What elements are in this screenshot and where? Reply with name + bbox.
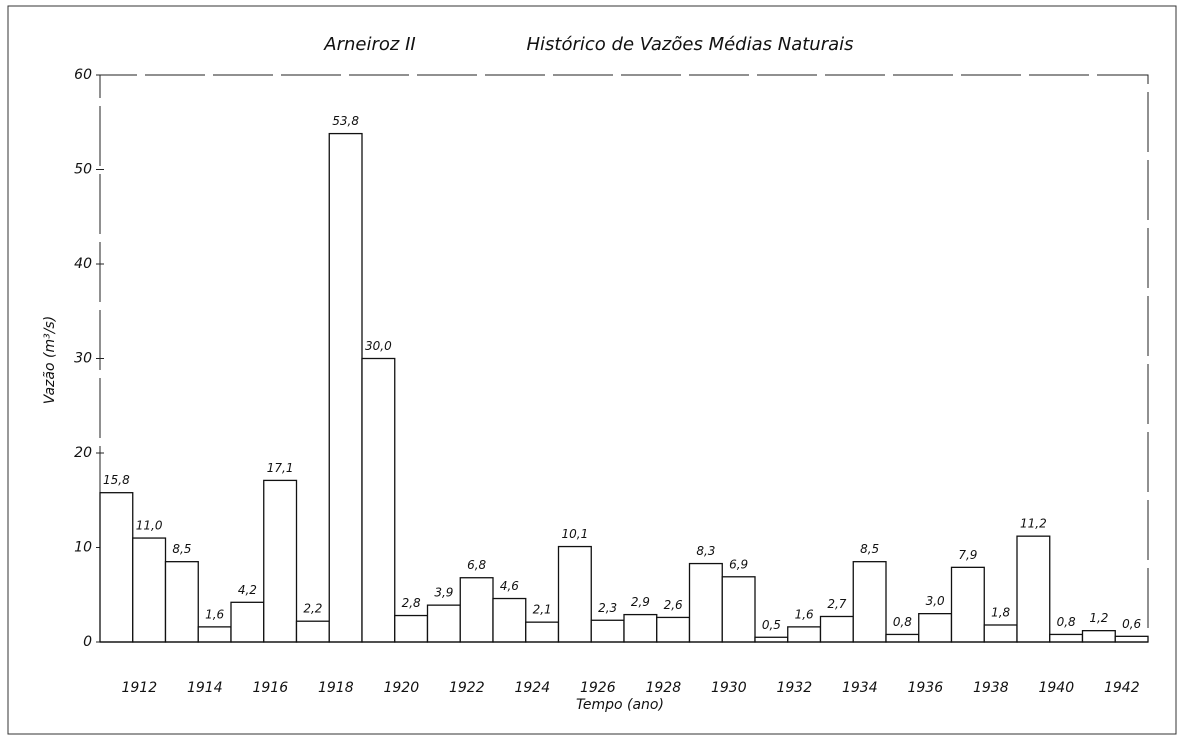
y-axis-label: Vazão (m³/s): [42, 316, 58, 404]
bar: [164, 561, 199, 643]
value-label: 4,2: [238, 583, 257, 597]
bar: [99, 492, 134, 643]
value-label: 0,8: [1057, 615, 1076, 629]
value-label: 11,0: [136, 519, 163, 533]
bar: [1081, 630, 1116, 643]
bar: [1049, 633, 1084, 643]
value-label: 2,3: [598, 601, 617, 615]
bar: [852, 561, 887, 643]
value-label: 3,0: [926, 594, 945, 608]
chart-title: Arneiroz II: [323, 34, 415, 55]
y-tick-label: 10: [74, 540, 92, 556]
bar: [721, 576, 756, 643]
value-label: 8,3: [696, 544, 715, 558]
x-tick-label: 1920: [383, 680, 419, 696]
value-label: 2,2: [303, 602, 322, 616]
y-tick-label: 40: [74, 256, 92, 272]
value-label: 8,5: [860, 542, 879, 556]
x-tick-label: 1936: [907, 680, 943, 696]
x-tick-label: 1918: [318, 680, 354, 696]
bar: [950, 566, 985, 643]
bar: [1114, 635, 1149, 643]
value-label: 17,1: [267, 461, 294, 475]
bar: [328, 132, 363, 643]
value-label: 2,7: [827, 597, 846, 611]
value-label: 0,5: [762, 618, 781, 632]
value-label: 2,6: [664, 598, 683, 612]
x-tick-label: 1932: [776, 680, 812, 696]
bar: [132, 537, 167, 643]
bar: [885, 633, 920, 643]
y-tick-label: 60: [74, 67, 92, 83]
bar: [983, 624, 1018, 643]
bar: [263, 479, 298, 643]
x-tick-label: 1940: [1038, 680, 1074, 696]
y-tick-label: 20: [74, 445, 92, 461]
value-label: 1,6: [795, 607, 814, 621]
bar: [361, 357, 396, 643]
chart-subtitle: Histórico de Vazões Médias Naturais: [527, 34, 854, 55]
x-tick-label: 1928: [645, 680, 681, 696]
bar: [459, 577, 494, 643]
x-tick-label: 1924: [514, 680, 550, 696]
bar: [295, 620, 330, 643]
value-label: 8,5: [172, 542, 191, 556]
bar: [197, 626, 232, 643]
value-label: 1,2: [1089, 611, 1108, 625]
bar: [590, 619, 625, 643]
x-tick-label: 1942: [1104, 680, 1140, 696]
value-label: 7,9: [958, 548, 977, 562]
bar: [819, 615, 854, 643]
y-tick-label: 50: [74, 162, 92, 178]
value-label: 6,9: [729, 557, 748, 571]
bar: [492, 597, 527, 643]
value-label: 1,8: [991, 605, 1010, 619]
x-tick-label: 1916: [252, 680, 288, 696]
x-tick-label: 1912: [121, 680, 157, 696]
value-label: 30,0: [365, 339, 392, 353]
x-tick-label: 1926: [580, 680, 616, 696]
value-label: 1,6: [205, 607, 224, 621]
value-label: 10,1: [562, 527, 589, 541]
frame: [7, 5, 1177, 735]
bar: [688, 562, 723, 643]
value-label: 6,8: [467, 558, 486, 572]
value-label: 3,9: [434, 586, 453, 600]
value-label: 4,6: [500, 579, 519, 593]
x-tick-label: 1914: [187, 680, 223, 696]
value-label: 2,8: [402, 596, 421, 610]
value-label: 2,9: [631, 595, 650, 609]
bar: [557, 545, 592, 643]
value-label: 53,8: [332, 114, 359, 128]
plot-frame: [99, 74, 1149, 642]
bar: [918, 613, 953, 643]
value-label: 0,6: [1122, 617, 1141, 631]
x-tick-label: 1922: [449, 680, 485, 696]
x-tick-label: 1938: [973, 680, 1009, 696]
value-label: 0,8: [893, 615, 912, 629]
x-tick-label: 1930: [711, 680, 747, 696]
bar: [623, 613, 658, 643]
y-tick-label: 30: [74, 351, 92, 367]
bar: [754, 636, 789, 643]
x-tick-label: 1934: [842, 680, 878, 696]
bar: [1016, 535, 1051, 643]
bar: [230, 601, 265, 643]
x-axis-label: Tempo (ano): [576, 697, 664, 713]
bar: [394, 614, 429, 643]
bar: [525, 621, 560, 643]
value-label: 15,8: [103, 473, 130, 487]
value-label: 2,1: [533, 603, 552, 617]
y-tick-label: 0: [83, 634, 92, 650]
value-label: 11,2: [1020, 517, 1047, 531]
bar: [656, 616, 691, 643]
bar: [426, 604, 461, 643]
bar: [787, 626, 822, 643]
